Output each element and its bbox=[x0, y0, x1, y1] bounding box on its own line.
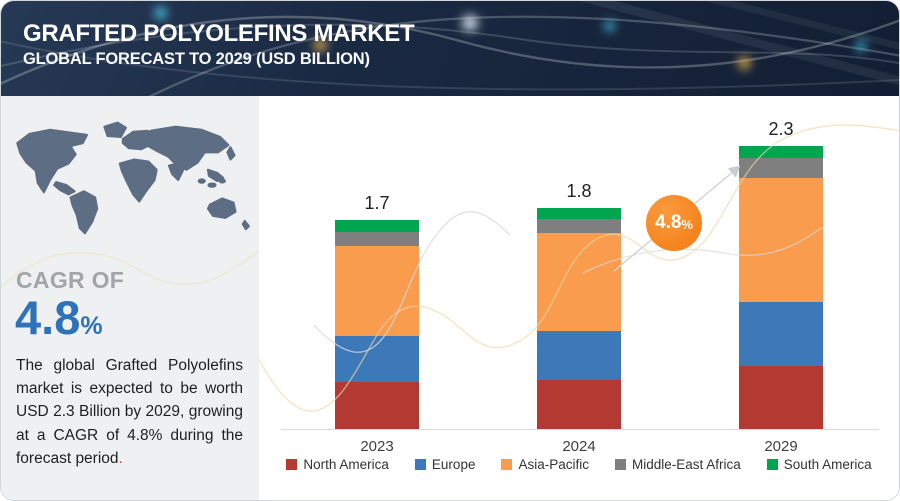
bar-segment-north-america bbox=[537, 379, 621, 429]
bar-chart: 1.7 2023 1.8 2024 2.3 2029 bbox=[259, 96, 899, 500]
legend-item-asia-pacific: Asia-Pacific bbox=[501, 457, 589, 472]
bar-2024 bbox=[537, 208, 621, 429]
x-axis-label: 2024 bbox=[562, 438, 596, 455]
chart-area: 1.7 2023 1.8 2024 2.3 2029 4.8% North America… bbox=[259, 96, 899, 500]
bar-segment-middle-east-africa bbox=[739, 158, 823, 178]
legend-swatch bbox=[766, 459, 778, 470]
cagr-label: CAGR OF bbox=[16, 267, 125, 293]
x-axis-label: 2029 bbox=[764, 438, 798, 455]
description-text: The global Grafted Polyolefins market is… bbox=[16, 356, 243, 467]
sidebar: CAGR OF 4.8% The global Grafted Polyolef… bbox=[1, 96, 259, 500]
bar-segment-europe bbox=[335, 335, 419, 383]
market-description: The global Grafted Polyolefins market is… bbox=[16, 354, 243, 470]
legend-label: Asia-Pacific bbox=[518, 457, 589, 472]
cagr-value: 4.8% bbox=[15, 294, 259, 342]
cagr-badge: 4.8% bbox=[646, 195, 702, 251]
bar-segment-middle-east-africa bbox=[537, 219, 621, 233]
legend-swatch bbox=[615, 459, 626, 470]
bar-2029 bbox=[739, 146, 823, 429]
legend-swatch bbox=[286, 459, 298, 470]
cagr-percent-sign: % bbox=[80, 312, 103, 340]
legend-swatch bbox=[501, 459, 513, 470]
description-period: . bbox=[118, 449, 123, 467]
legend-item-europe: Europe bbox=[414, 457, 476, 472]
cagr-number: 4.8 bbox=[15, 291, 81, 344]
legend-label: North America bbox=[303, 457, 389, 472]
report-title: GRAFTED POLYOLEFINS MARKET bbox=[23, 20, 415, 47]
bar-segment-north-america bbox=[335, 382, 419, 429]
bar-segment-europe bbox=[739, 302, 823, 367]
bar-value-label: 1.8 bbox=[566, 181, 592, 201]
bar-segment-south-america bbox=[739, 146, 823, 159]
legend-label: Europe bbox=[431, 457, 476, 472]
badge-percent-sign: % bbox=[681, 216, 693, 232]
legend-item-north-america: North America bbox=[286, 457, 389, 472]
bar-segment-asia-pacific bbox=[739, 177, 823, 303]
bar-segment-europe bbox=[537, 330, 621, 380]
legend-item-middle-east-africa: Middle-East Africa bbox=[615, 457, 741, 472]
bar-segment-asia-pacific bbox=[537, 232, 621, 331]
bar-value-label: 2.3 bbox=[768, 119, 794, 139]
legend: North America Europe Asia-Pacific Middle-Ea… bbox=[259, 457, 899, 472]
sidebar-decoration-lines bbox=[1, 249, 259, 288]
x-axis-line bbox=[281, 429, 879, 430]
bar-value-label: 1.7 bbox=[364, 193, 390, 213]
legend-label: Middle-East Africa bbox=[632, 457, 741, 472]
legend-swatch bbox=[414, 459, 426, 470]
x-axis-label: 2023 bbox=[360, 438, 394, 455]
header-decoration bbox=[1, 1, 899, 96]
legend-item-south-america: South America bbox=[766, 457, 872, 472]
world-map-graphic bbox=[16, 121, 250, 235]
report-subtitle: GLOBAL FORECAST TO 2029 (USD BILLION) bbox=[23, 49, 370, 68]
header-banner: GRAFTED POLYOLEFINS MARKET GLOBAL FORECA… bbox=[1, 1, 899, 96]
bar-segment-asia-pacific bbox=[335, 245, 419, 336]
bar-segment-south-america bbox=[335, 220, 419, 233]
bar-segment-north-america bbox=[739, 366, 823, 429]
bar-segment-south-america bbox=[537, 208, 621, 220]
legend-label: South America bbox=[783, 457, 872, 472]
bar-2023 bbox=[335, 220, 419, 429]
bar-segment-middle-east-africa bbox=[335, 232, 419, 246]
badge-value: 4.8 bbox=[655, 212, 682, 233]
